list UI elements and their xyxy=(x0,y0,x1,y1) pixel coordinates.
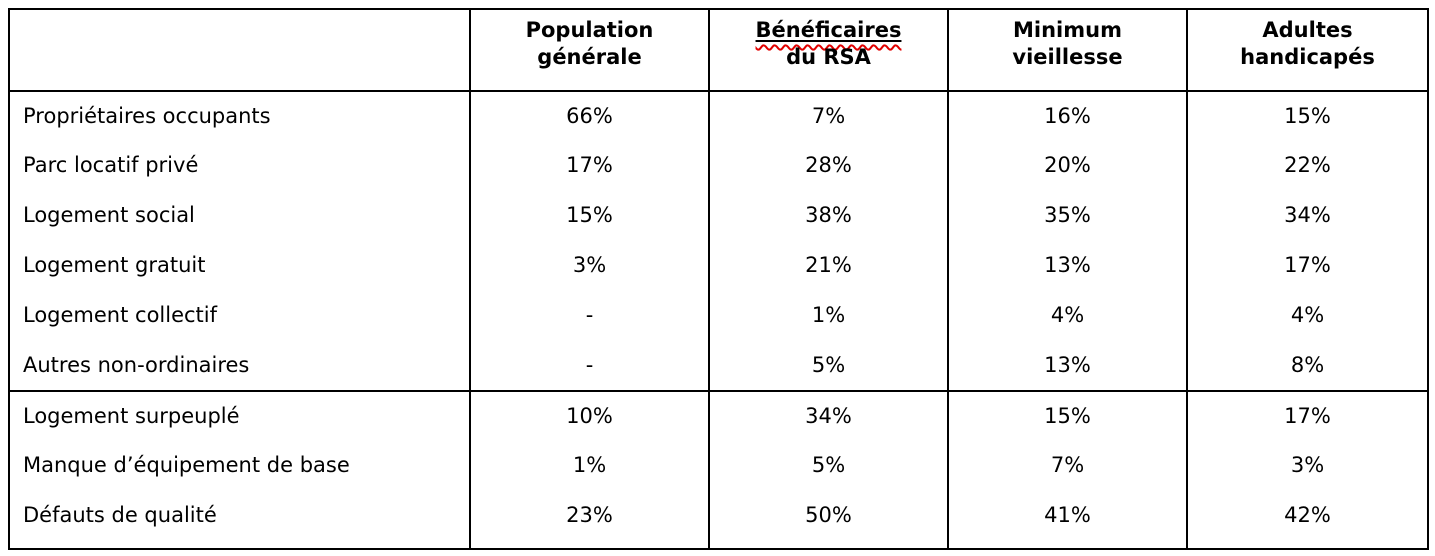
cell-value: 35% xyxy=(947,191,1187,241)
cell-value: 3% xyxy=(469,241,709,291)
cell-value: 3% xyxy=(1186,441,1428,491)
cell-value: 17% xyxy=(1186,241,1428,291)
row-label: Logement gratuit xyxy=(8,241,470,291)
cell-value: 34% xyxy=(708,390,948,441)
cell-value: 5% xyxy=(708,341,948,391)
cell-value: 17% xyxy=(1186,390,1428,441)
cell-value: - xyxy=(469,341,709,391)
cell-value: 41% xyxy=(947,491,1187,549)
row-label: Propriétaires occupants xyxy=(8,91,470,141)
header-line: Adultes xyxy=(1262,18,1353,42)
corner-cell xyxy=(8,9,470,92)
column-header-population-generale: Population générale xyxy=(469,9,709,92)
table-row: Logement collectif - 1% 4% 4% xyxy=(8,291,1428,341)
cell-value: 15% xyxy=(1186,91,1428,141)
row-label: Manque d’équipement de base xyxy=(8,441,470,491)
misspelled-word: Bénéficaires xyxy=(755,18,902,42)
cell-value: 34% xyxy=(1186,191,1428,241)
header-line: handicapés xyxy=(1240,45,1375,69)
cell-value: 20% xyxy=(947,141,1187,191)
column-header-beneficaires-rsa: Bénéficaires du RSA xyxy=(708,9,948,92)
row-label: Logement surpeuplé xyxy=(8,390,470,441)
table-row: Autres non-ordinaires - 5% 13% 8% xyxy=(8,341,1428,391)
cell-value: 23% xyxy=(469,491,709,549)
cell-value: 10% xyxy=(469,390,709,441)
table-row: Manque d’équipement de base 1% 5% 7% 3% xyxy=(8,441,1428,491)
cell-value: 1% xyxy=(708,291,948,341)
cell-value: 50% xyxy=(708,491,948,549)
cell-value: 1% xyxy=(469,441,709,491)
cell-value: 28% xyxy=(708,141,948,191)
cell-value: 7% xyxy=(708,91,948,141)
row-label: Logement collectif xyxy=(8,291,470,341)
column-header-minimum-vieillesse: Minimum vieillesse xyxy=(947,9,1187,92)
header-row: Population générale Bénéficaires du RSA … xyxy=(8,9,1428,92)
row-label: Logement social xyxy=(8,191,470,241)
table-row: Défauts de qualité 23% 50% 41% 42% xyxy=(8,491,1428,549)
cell-value: 4% xyxy=(1186,291,1428,341)
column-header-adultes-handicapes: Adultes handicapés xyxy=(1186,9,1428,92)
cell-value: 21% xyxy=(708,241,948,291)
cell-value: 17% xyxy=(469,141,709,191)
cell-value: 22% xyxy=(1186,141,1428,191)
table-row: Parc locatif privé 17% 28% 20% 22% xyxy=(8,141,1428,191)
row-label: Parc locatif privé xyxy=(8,141,470,191)
header-line: générale xyxy=(537,45,642,69)
cell-value: 4% xyxy=(947,291,1187,341)
housing-quality-group: Logement surpeuplé 10% 34% 15% 17% Manqu… xyxy=(8,390,1428,549)
cell-value: - xyxy=(469,291,709,341)
table-row: Propriétaires occupants 66% 7% 16% 15% xyxy=(8,91,1428,141)
row-label: Autres non-ordinaires xyxy=(8,341,470,391)
cell-value: 38% xyxy=(708,191,948,241)
cell-value: 13% xyxy=(947,341,1187,391)
spellcheck-squiggle: Bénéficaires xyxy=(756,18,902,42)
cell-value: 16% xyxy=(947,91,1187,141)
cell-value: 42% xyxy=(1186,491,1428,549)
header-line: Minimum xyxy=(1013,18,1122,42)
housing-statistics-table: Population générale Bénéficaires du RSA … xyxy=(8,8,1429,550)
row-label: Défauts de qualité xyxy=(8,491,470,549)
cell-value: 7% xyxy=(947,441,1187,491)
header-line: vieillesse xyxy=(1012,45,1123,69)
cell-value: 66% xyxy=(469,91,709,141)
cell-value: 15% xyxy=(947,390,1187,441)
table-row: Logement gratuit 3% 21% 13% 17% xyxy=(8,241,1428,291)
cell-value: 15% xyxy=(469,191,709,241)
header-line: Population xyxy=(525,18,654,42)
cell-value: 13% xyxy=(947,241,1187,291)
housing-type-group: Propriétaires occupants 66% 7% 16% 15% P… xyxy=(8,91,1428,391)
table-row: Logement surpeuplé 10% 34% 15% 17% xyxy=(8,390,1428,441)
header-line: du RSA xyxy=(786,45,871,69)
table-header: Population générale Bénéficaires du RSA … xyxy=(8,9,1428,92)
cell-value: 5% xyxy=(708,441,948,491)
table-row: Logement social 15% 38% 35% 34% xyxy=(8,191,1428,241)
cell-value: 8% xyxy=(1186,341,1428,391)
